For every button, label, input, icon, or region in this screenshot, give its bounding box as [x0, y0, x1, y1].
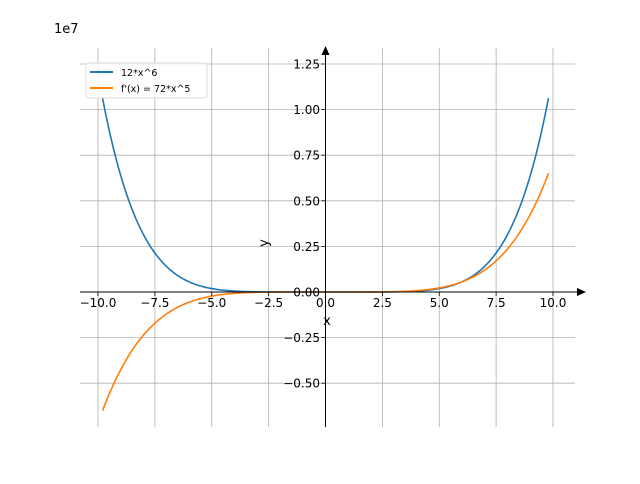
x-tick-label: −5.0	[197, 296, 226, 310]
ticks: −10.0 −7.5 −5.0 −2.5 0.0 2.5 5.0 7.5 10.0 −0.50 −0…	[80, 58, 567, 391]
y-axis-arrow-icon	[321, 46, 330, 55]
offset-text: 1e7	[54, 22, 79, 37]
x-axis-arrow-icon	[577, 288, 586, 296]
y-tick-label: −0.50	[283, 377, 320, 391]
legend-label-1: f'(x) = 72*x^5	[121, 84, 190, 95]
x-tick-label: −2.5	[254, 296, 283, 310]
grid	[80, 48, 575, 427]
legend-label-0: 12*x^6	[121, 68, 157, 79]
x-tick-label: 5.0	[430, 296, 449, 310]
x-tick-label: −10.0	[80, 296, 117, 310]
axes	[80, 46, 586, 427]
x-tick-label: 10.0	[540, 296, 567, 310]
y-tick-label: 1.25	[293, 58, 320, 72]
y-tick-label: 0.00	[293, 286, 320, 300]
y-tick-label: 1.00	[293, 103, 320, 117]
x-axis-label: x	[323, 314, 331, 329]
x-tick-label: 7.5	[487, 296, 506, 310]
y-axis-label: y	[257, 239, 272, 247]
legend-box	[85, 62, 208, 99]
legend: 12*x^6 f'(x) = 72*x^5	[85, 62, 208, 99]
y-tick-label: 0.75	[293, 149, 320, 163]
x-tick-label: 2.5	[373, 296, 392, 310]
y-tick-label: −0.25	[283, 331, 320, 345]
x-tick-label: 0.0	[316, 296, 335, 310]
y-tick-label: 0.25	[293, 240, 320, 254]
x-tick-label: −7.5	[140, 296, 169, 310]
y-tick-label: 0.50	[293, 194, 320, 208]
